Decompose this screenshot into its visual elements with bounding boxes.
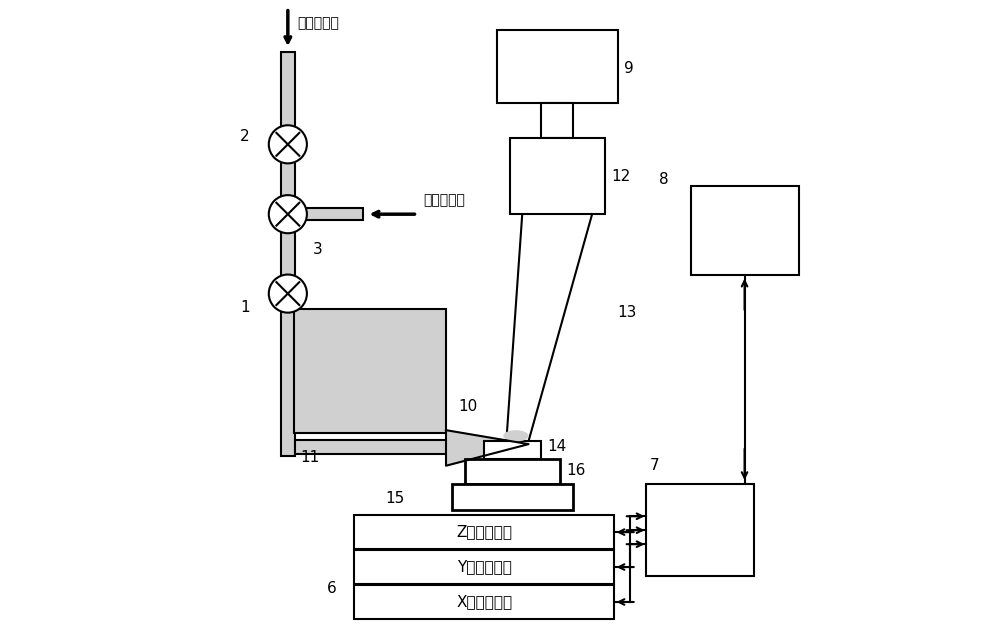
- Ellipse shape: [503, 430, 529, 441]
- Bar: [354, 550, 614, 584]
- Text: 6: 6: [327, 581, 337, 597]
- Bar: [691, 186, 799, 274]
- Text: 10: 10: [459, 399, 478, 413]
- Bar: [465, 459, 560, 484]
- Text: 3: 3: [313, 242, 323, 256]
- Bar: [354, 516, 614, 549]
- Circle shape: [269, 274, 307, 313]
- Text: Z电控平移台: Z电控平移台: [456, 524, 512, 540]
- Bar: [484, 441, 541, 459]
- Text: 15: 15: [386, 491, 405, 506]
- Text: 缓冲气入口: 缓冲气入口: [297, 17, 339, 31]
- Text: 16: 16: [567, 463, 586, 478]
- Text: 2: 2: [240, 129, 250, 144]
- Bar: [295, 209, 363, 220]
- Text: 12: 12: [611, 168, 630, 184]
- Text: 1: 1: [240, 300, 250, 315]
- Bar: [646, 484, 754, 576]
- Bar: [510, 138, 605, 214]
- Text: 8: 8: [659, 172, 668, 187]
- Text: 14: 14: [548, 438, 567, 454]
- Bar: [294, 309, 446, 433]
- Text: 11: 11: [300, 450, 319, 465]
- Text: 7: 7: [649, 457, 659, 473]
- Bar: [354, 585, 614, 619]
- Text: 9: 9: [624, 61, 634, 75]
- Text: 反应气入口: 反应气入口: [424, 193, 466, 207]
- Bar: [295, 440, 456, 454]
- Text: 13: 13: [618, 305, 637, 320]
- Bar: [497, 30, 618, 103]
- Text: X电控平移台: X电控平移台: [456, 595, 512, 609]
- Text: Y电控平移台: Y电控平移台: [457, 560, 512, 575]
- Polygon shape: [446, 430, 529, 466]
- Bar: [452, 484, 573, 510]
- Circle shape: [269, 195, 307, 234]
- Bar: [281, 52, 295, 456]
- Circle shape: [269, 125, 307, 163]
- Bar: [541, 103, 573, 138]
